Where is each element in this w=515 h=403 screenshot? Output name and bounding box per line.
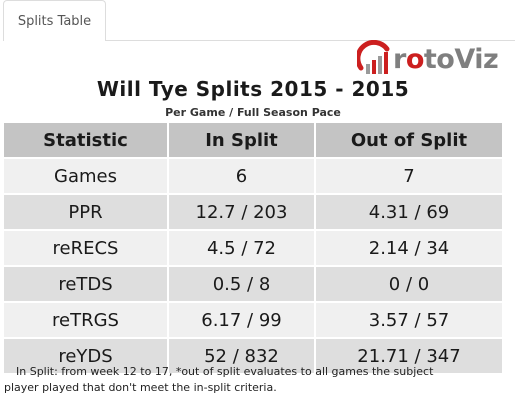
cell-in-split: 12.7 / 203 [168, 193, 316, 230]
footnote-line-1: In Split: from week 12 to 17, *out of sp… [16, 365, 434, 378]
rotoviz-wordmark: rotoViz [393, 44, 499, 75]
header-out-of-split: Out of Split [315, 123, 502, 158]
cell-in-split: 0.5 / 8 [168, 265, 316, 302]
table-row: reYDS 52 / 832 21.71 / 347 [4, 337, 502, 373]
cell-out-of-split: 4.31 / 69 [315, 193, 502, 230]
cell-statistic: reYDS [4, 337, 169, 373]
cell-statistic: reTRGS [4, 301, 169, 338]
cell-out-of-split: 21.71 / 347 [315, 337, 502, 373]
table-row: Games 6 7 [4, 157, 502, 194]
cell-statistic: reRECS [4, 229, 169, 266]
footnote-line-2: player played that don't meet the in-spl… [4, 381, 277, 394]
table-row: reTDS 0.5 / 8 0 / 0 [4, 265, 502, 302]
table-row: reRECS 4.5 / 72 2.14 / 34 [4, 229, 502, 266]
page-subtitle: Per Game / Full Season Pace [165, 106, 341, 119]
tab-bar: Splits Table [0, 0, 515, 41]
table-header-row: Statistic In Split Out of Split [4, 123, 502, 158]
header-in-split: In Split [168, 123, 316, 158]
table-row: reTRGS 6.17 / 99 3.57 / 57 [4, 301, 502, 338]
cell-in-split: 6 [168, 157, 316, 194]
cell-in-split: 4.5 / 72 [168, 229, 316, 266]
cell-in-split: 6.17 / 99 [168, 301, 316, 338]
cell-out-of-split: 3.57 / 57 [315, 301, 502, 338]
cell-out-of-split: 7 [315, 157, 502, 194]
cell-in-split: 52 / 832 [168, 337, 316, 373]
cell-out-of-split: 0 / 0 [315, 265, 502, 302]
cell-statistic: Games [4, 157, 169, 194]
header-statistic: Statistic [4, 123, 169, 158]
tab-bar-divider [106, 40, 515, 41]
table-row: PPR 12.7 / 203 4.31 / 69 [4, 193, 502, 230]
cell-statistic: reTDS [4, 265, 169, 302]
footnote: In Split: from week 12 to 17, *out of sp… [4, 364, 502, 396]
rotoviz-chart-icon [357, 40, 390, 74]
cell-out-of-split: 2.14 / 34 [315, 229, 502, 266]
page-title: Will Tye Splits 2015 - 2015 [96, 77, 410, 101]
cell-statistic: PPR [4, 193, 169, 230]
tab-splits-table[interactable]: Splits Table [3, 0, 106, 41]
rotoviz-logo: rotoViz [357, 40, 507, 78]
splits-table: Statistic In Split Out of Split Games 6 … [4, 123, 502, 373]
